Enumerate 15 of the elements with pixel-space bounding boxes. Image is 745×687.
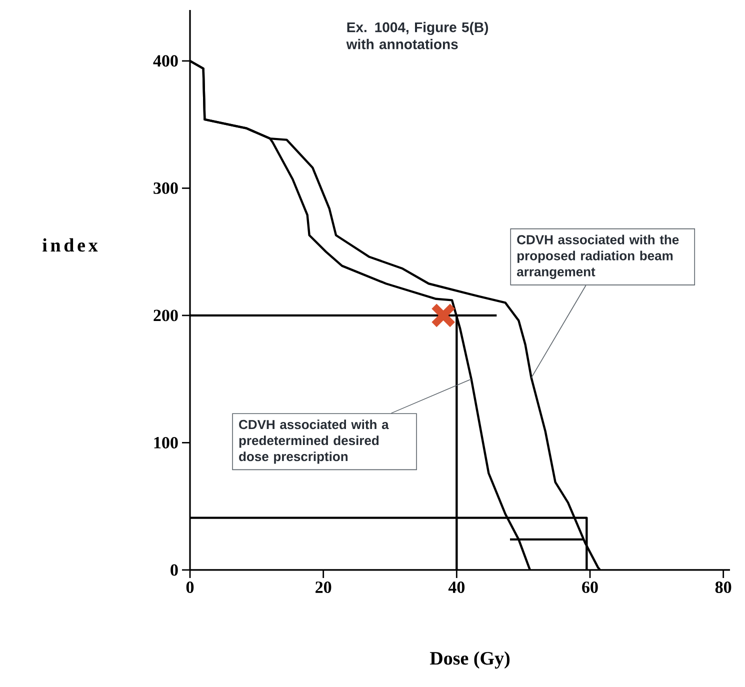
x-tick-label: 40: [448, 582, 465, 593]
y-tick-label: 100: [154, 436, 178, 448]
y-tick-label: 200: [154, 310, 178, 322]
annotation: CDVH associated with the proposed radiation beam arrangement: [516, 234, 679, 279]
x-tick-label: 0: [186, 582, 194, 593]
y-tick-label: 300: [154, 182, 178, 194]
y-tick-label: 0: [170, 564, 178, 576]
text: Ex. 1004, Figure 5(B) with annotations: [346, 22, 488, 50]
annotation: CDVH associated with a predetermined desired dose prescription: [239, 420, 389, 464]
y-axis-title: index: [42, 238, 98, 252]
x-tick-label: 60: [582, 582, 598, 593]
x-axis-title: Dose (Gy): [430, 651, 510, 669]
x-tick-label: 20: [316, 582, 332, 593]
y-tick-label: 400: [153, 55, 178, 67]
x-tick-label: 80: [715, 582, 732, 593]
